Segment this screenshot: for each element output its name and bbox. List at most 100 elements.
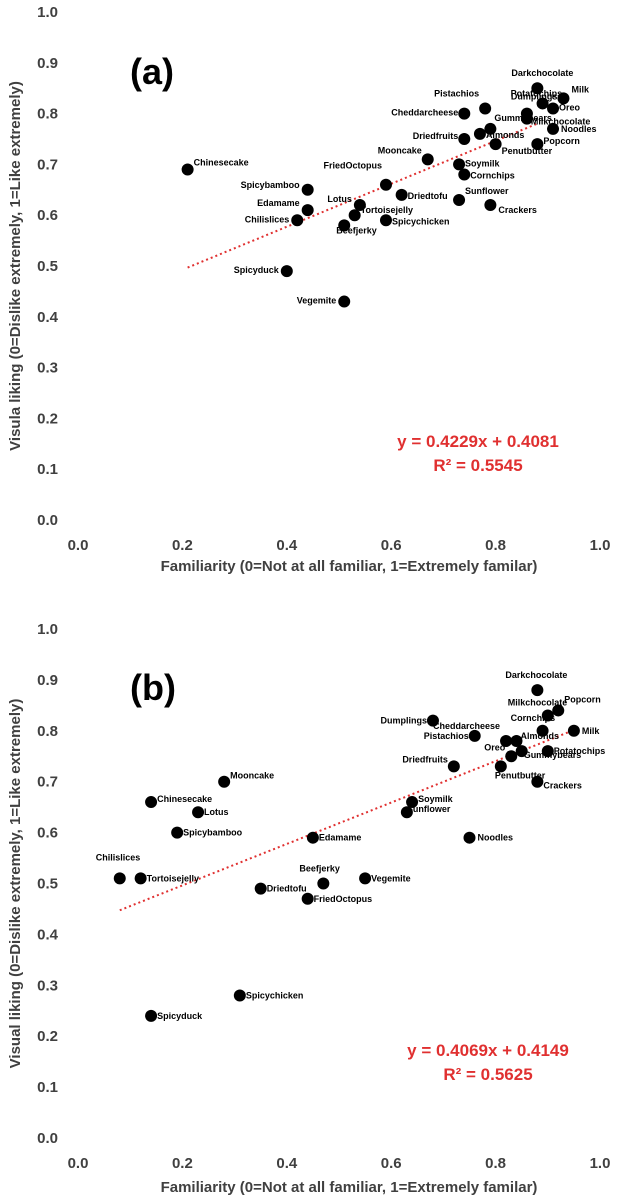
- point-edamame: [306, 831, 319, 844]
- point-label-sunflower: Sunflower: [407, 804, 451, 814]
- point-tortoisejelly: [348, 209, 361, 222]
- point-darkchocolate: [531, 82, 544, 95]
- point-label-cheddarcheese: Cheddarcheese: [391, 108, 458, 118]
- y-tick-label: 0.1: [37, 1079, 58, 1096]
- x-tick-label: 0.8: [485, 1155, 506, 1172]
- point-label-soymilk: Soymilk: [418, 794, 454, 804]
- y-tick-label: 1.0: [37, 4, 58, 21]
- point-penutbutter: [489, 138, 502, 151]
- point-label-spicyduck: Spicyduck: [157, 1011, 203, 1021]
- point-oreo: [505, 750, 518, 763]
- point-spicychicken: [233, 989, 246, 1002]
- point-label-gummybears: Gummybears: [524, 750, 582, 760]
- panel-a: 0.0 0.2 0.4 0.6 0.8 1.0 0.0 0.1 0.2 0.3 0.4 0.5 0.6 0…: [7, 4, 610, 575]
- point-label-beefjerky: Beefjerky: [336, 225, 377, 235]
- point-label-pistachios: Pistachios: [434, 89, 479, 99]
- r-squared: R² = 0.5625: [443, 1065, 532, 1084]
- point-label-oreo: Oreo: [484, 742, 506, 752]
- point-label-spicybamboo: Spicybamboo: [183, 828, 243, 838]
- point-pistachios: [468, 729, 481, 742]
- x-tick-label: 0.8: [485, 537, 506, 554]
- point-cornchips: [536, 724, 549, 737]
- point-label-friedoctopus: FriedOctopus: [314, 894, 373, 904]
- point-popcorn: [531, 138, 544, 151]
- point-spicychicken: [379, 214, 392, 227]
- y-tick-label: 0.5: [37, 258, 58, 275]
- point-label-cornchips: Cornchips: [470, 171, 515, 181]
- x-tick-label: 0.6: [381, 1155, 402, 1172]
- point-soymilk: [406, 796, 419, 809]
- point-spicybamboo: [171, 826, 184, 839]
- y-tick-label: 0.6: [37, 207, 58, 224]
- point-label-darkchocolate: Darkchocolate: [505, 670, 567, 680]
- point-label-milkchocolate: Milkchocolate: [508, 698, 568, 708]
- x-tick-label: 0.4: [276, 537, 298, 554]
- y-tick-label: 0.2: [37, 1028, 58, 1045]
- x-tick-label: 0.4: [276, 1155, 298, 1172]
- point-label-driedfruits: Driedfruits: [413, 131, 459, 141]
- point-spicyduck: [145, 1009, 158, 1022]
- point-label-cornchips: Cornchips: [511, 713, 556, 723]
- point-friedoctopus: [301, 892, 314, 905]
- y-tick-label: 0.7: [37, 774, 58, 791]
- point-label-beefjerky: Beefjerky: [299, 864, 340, 874]
- point-label-friedoctopus: FriedOctopus: [323, 161, 382, 171]
- y-tick-label: 0.3: [37, 360, 58, 377]
- trendline: [187, 122, 538, 269]
- point-label-driedtofu: Driedtofu: [267, 884, 307, 894]
- point-label-oreo: Oreo: [559, 103, 581, 113]
- point-label-driedtofu: Driedtofu: [408, 191, 448, 201]
- y-tick-label: 0.8: [37, 723, 58, 740]
- point-label-noodles: Noodles: [561, 124, 597, 134]
- x-tick-label: 0.6: [381, 537, 402, 554]
- point-sunflower: [453, 193, 466, 206]
- point-label-popcorn: Popcorn: [543, 136, 580, 146]
- x-tick-label: 1.0: [590, 1155, 611, 1172]
- y-tick-label: 0.4: [37, 309, 59, 326]
- point-label-chinesecake: Chinesecake: [194, 157, 249, 167]
- point-spicyduck: [280, 265, 293, 278]
- point-label-mooncake: Mooncake: [230, 771, 274, 781]
- trendline-equation: y = 0.4229x + 0.4081: [397, 432, 559, 451]
- y-tick-label: 0.0: [37, 1130, 58, 1147]
- point-label-chilislices: Chilislices: [245, 214, 290, 224]
- x-tick-label: 0.0: [68, 537, 89, 554]
- point-almonds: [510, 734, 523, 747]
- point-label-cheddarcheese: Cheddarcheese: [433, 721, 500, 731]
- point-crackers: [484, 199, 497, 212]
- point-tortoisejelly: [134, 872, 147, 885]
- trendline: [119, 729, 575, 912]
- point-label-spicybamboo: Spicybamboo: [241, 180, 301, 190]
- x-tick-label: 0.2: [172, 537, 193, 554]
- point-chilislices: [113, 872, 126, 885]
- point-label-pistachios: Pistachios: [424, 731, 469, 741]
- point-label-crackers: Crackers: [498, 205, 537, 215]
- x-tick-label: 0.2: [172, 1155, 193, 1172]
- point-popcorn: [552, 704, 565, 717]
- point-vegemite: [338, 295, 351, 308]
- point-label-lotus: Lotus: [327, 194, 352, 204]
- point-friedoctopus: [379, 178, 392, 191]
- point-label-edamame: Edamame: [319, 833, 362, 843]
- point-oreo: [547, 102, 560, 115]
- x-tick-label: 1.0: [590, 537, 611, 554]
- point-label-spicyduck: Spicyduck: [234, 265, 280, 275]
- x-axis-title: Familiarity (0=Not at all familiar, 1=Ex…: [161, 1179, 538, 1196]
- point-chinesecake: [145, 796, 158, 809]
- point-label-chinesecake: Chinesecake: [157, 794, 212, 804]
- point-potatochips: [541, 745, 554, 758]
- point-soymilk: [453, 158, 466, 171]
- point-label-chilislices: Chilislices: [96, 852, 141, 862]
- point-almonds: [473, 127, 486, 140]
- point-penutbutter: [494, 760, 507, 773]
- point-label-driedfruits: Driedfruits: [402, 754, 448, 764]
- point-label-mooncake: Mooncake: [378, 145, 422, 155]
- point-label-potatochips: Potatochips: [554, 746, 606, 756]
- y-tick-label: 0.6: [37, 825, 58, 842]
- point-label-vegemite: Vegemite: [297, 296, 337, 306]
- point-label-noodles: Noodles: [478, 833, 514, 843]
- point-label-tortoisejelly: Tortoisejelly: [147, 873, 199, 883]
- y-tick-label: 0.9: [37, 672, 58, 689]
